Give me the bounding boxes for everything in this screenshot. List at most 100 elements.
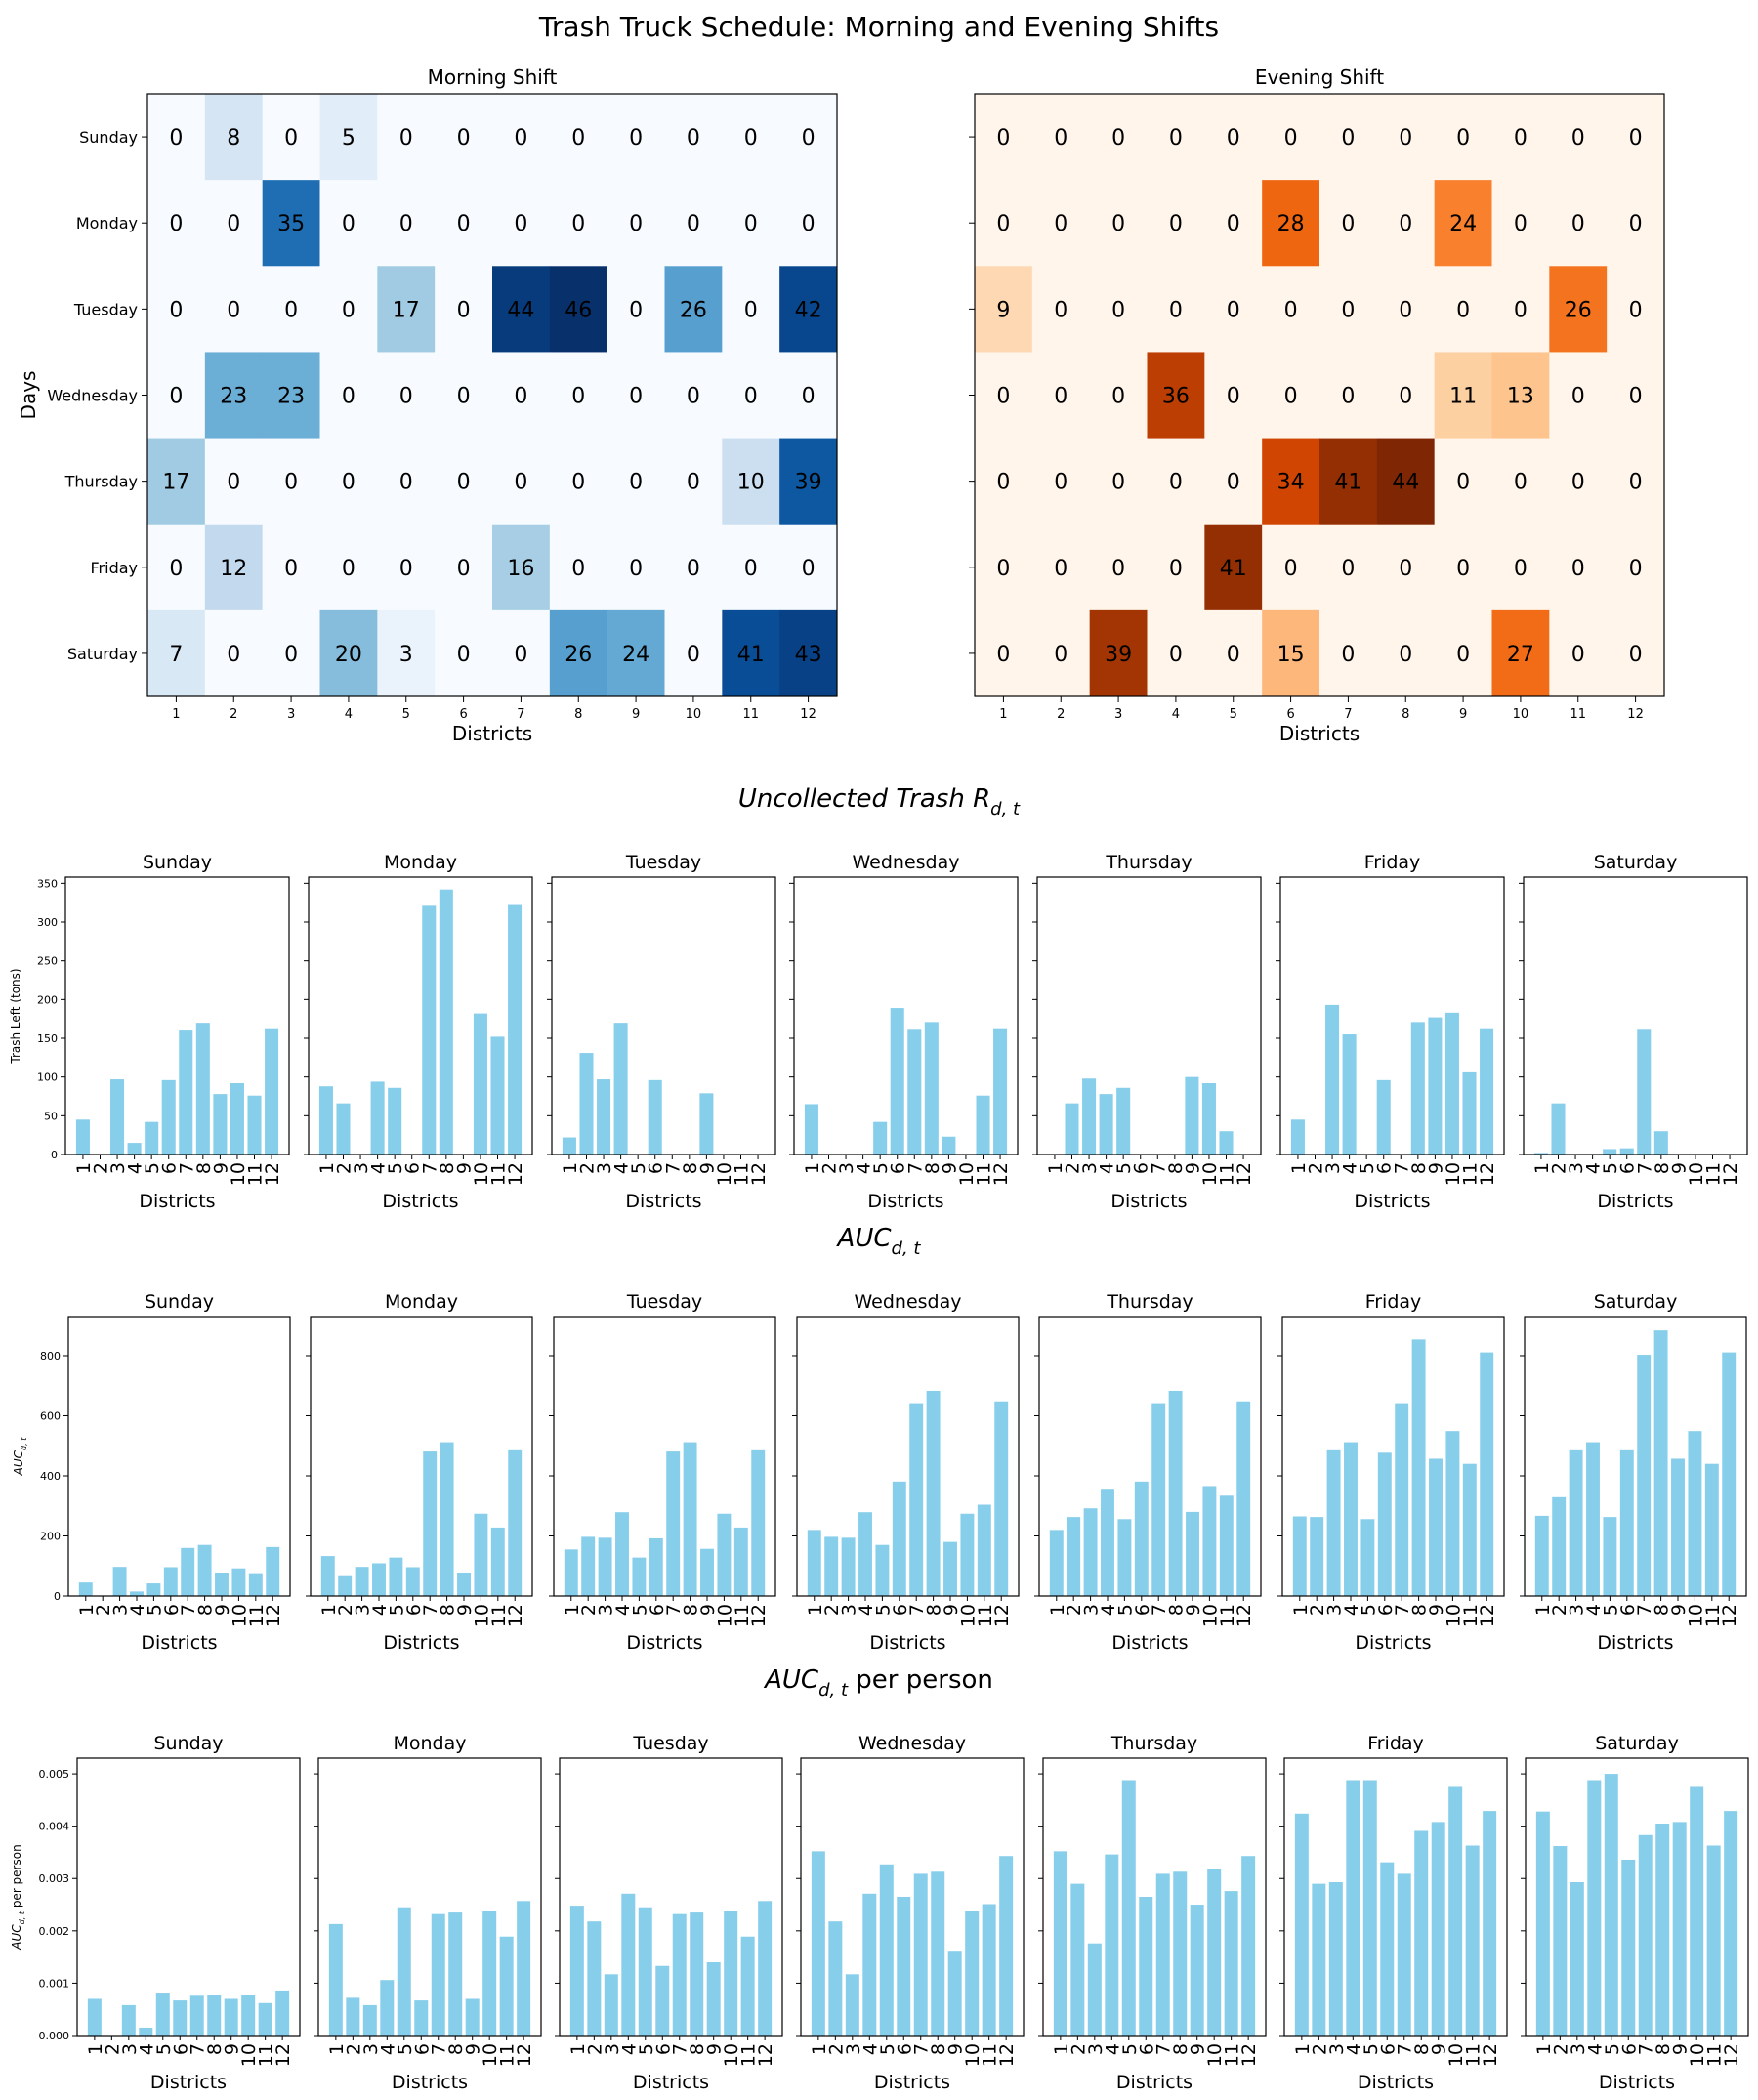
y-tick-label: 0.001 <box>39 1977 70 1990</box>
y-tick-label: 800 <box>40 1350 61 1363</box>
bar <box>1569 1449 1583 1596</box>
x-tick-label: 3 <box>353 1604 374 1616</box>
x-tick-label: 1 <box>1051 2043 1072 2055</box>
bar <box>423 1451 438 1596</box>
x-tick-label: 3 <box>110 1604 132 1616</box>
x-tick-label: 2 <box>1309 2043 1330 2055</box>
heatmap-cell-label: 0 <box>687 126 700 150</box>
bar <box>1342 1034 1357 1155</box>
heatmap-cell <box>1204 609 1263 697</box>
heatmap-cell-label: 0 <box>514 385 527 409</box>
x-tick-label: 9 <box>1459 707 1467 722</box>
x-tick-label: 2 <box>1549 1604 1570 1616</box>
heatmap-cell <box>1204 180 1263 267</box>
x-tick-label: 8 <box>193 1162 215 1174</box>
heatmap-cell-label: 0 <box>744 126 758 150</box>
x-tick-label: 1 <box>73 1162 95 1174</box>
x-tick-label: 7 <box>1149 1604 1170 1616</box>
x-tick-label: 9 <box>1670 2043 1692 2055</box>
bar <box>1344 1442 1358 1596</box>
heatmap-cell <box>1549 609 1608 697</box>
x-tick-label: 8 <box>1170 2043 1192 2055</box>
x-axis-label: Districts <box>867 1191 943 1212</box>
heatmap-cell-label: 0 <box>457 643 471 667</box>
panel-title: Sunday <box>153 1733 223 1754</box>
heatmap-cell <box>549 352 608 440</box>
x-tick-label: 3 <box>351 1162 372 1174</box>
bar <box>372 1563 386 1596</box>
x-tick-label: 5 <box>1119 2043 1141 2055</box>
x-tick-label: 11 <box>732 1162 753 1186</box>
heatmap-cell-label: 0 <box>1629 471 1643 495</box>
x-tick-label: 3 <box>1081 1604 1103 1616</box>
heatmap-cell <box>1204 94 1263 181</box>
x-tick-label: 1 <box>1045 1162 1067 1174</box>
heatmap-cell <box>549 438 608 525</box>
x-axis-label: Districts <box>1355 1632 1431 1654</box>
bar <box>1533 1153 1548 1155</box>
x-tick-label: 3 <box>602 2043 623 2055</box>
heatmap-cell-label: 0 <box>1571 126 1585 150</box>
heatmap-cell <box>1491 524 1550 611</box>
heatmap-cell-label: 0 <box>1341 212 1355 236</box>
x-tick-label: 6 <box>402 1162 424 1174</box>
x-tick-label: 12 <box>1234 1162 1255 1186</box>
x-tick-label: 11 <box>742 707 759 722</box>
x-tick-label: 7 <box>904 1162 926 1174</box>
y-tick-label: 600 <box>40 1409 61 1422</box>
x-axis-label: Districts <box>1597 1191 1673 1212</box>
x-tick-label: 1 <box>318 1604 340 1616</box>
panel-title: Saturday <box>1594 852 1678 873</box>
heatmap-cell-label: 0 <box>1399 212 1412 236</box>
heatmap-cell-label: 0 <box>169 385 183 409</box>
heatmap-cell-label: 0 <box>1054 212 1067 236</box>
x-tick-label: 7 <box>176 1162 197 1174</box>
heatmap-cell-label: 0 <box>1284 557 1298 581</box>
heatmap-cell <box>1491 180 1550 267</box>
x-tick-label: 12 <box>748 1162 770 1186</box>
x-tick-label: 10 <box>228 1162 249 1186</box>
x-tick-label: 12 <box>1721 2043 1742 2067</box>
x-tick-label: 1 <box>802 1162 823 1174</box>
heatmap-cell <box>377 609 436 697</box>
bar <box>1429 1458 1443 1596</box>
panel-frame <box>1036 876 1262 1155</box>
heatmap-cell-label: 8 <box>227 126 240 150</box>
x-tick-label: 4 <box>136 2043 157 2055</box>
heatmap-cell <box>779 180 838 267</box>
x-tick-label: 12 <box>505 1162 526 1186</box>
x-tick-label: 9 <box>632 707 640 722</box>
heatmap-cell-label: 0 <box>1629 298 1643 322</box>
x-tick-label: 9 <box>1668 1604 1690 1616</box>
heatmap-cell <box>607 524 665 611</box>
x-tick-label: 5 <box>153 2043 175 2055</box>
bar <box>388 1087 402 1155</box>
x-tick-label: 6 <box>652 2043 674 2055</box>
heatmap-cell-label: 0 <box>227 471 240 495</box>
bar <box>648 1079 662 1155</box>
bar <box>960 1513 975 1596</box>
panel-sunday: Sunday123456789101112Districts0501001502… <box>9 852 290 1212</box>
bar <box>751 1449 766 1596</box>
bar <box>993 1028 1008 1155</box>
x-tick-label: 4 <box>1343 2043 1364 2055</box>
bar <box>1570 1881 1584 2036</box>
bar <box>78 1582 93 1596</box>
x-tick-label: 9 <box>463 2043 484 2055</box>
x-tick-label: 8 <box>922 1162 943 1174</box>
bar <box>1465 1845 1480 2036</box>
bar <box>195 1023 210 1155</box>
y-tick-label: Tuesday <box>73 300 138 318</box>
x-tick-label: 7 <box>420 1604 441 1616</box>
panel-frame <box>1283 1757 1508 2037</box>
heatmap-cell-label: 0 <box>687 643 700 667</box>
bar <box>690 1912 704 2036</box>
bar <box>1587 1780 1602 2036</box>
heatmap-cell <box>1031 524 1091 611</box>
heatmap-cell-label: 0 <box>1054 385 1067 409</box>
bar <box>758 1901 773 2036</box>
x-tick-label: 12 <box>1627 707 1644 722</box>
bar <box>1173 1871 1188 2036</box>
